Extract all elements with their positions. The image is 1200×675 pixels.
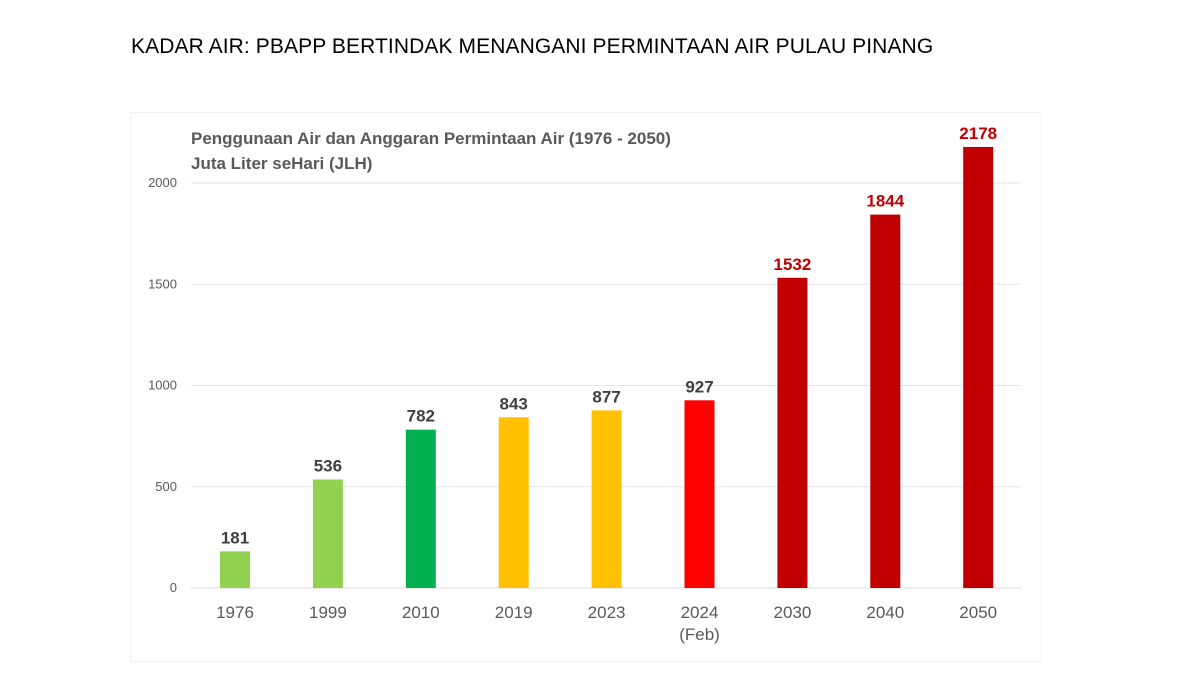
chart-subtitle: Juta Liter seHari (JLH) bbox=[191, 154, 373, 173]
data-label: 1844 bbox=[866, 192, 904, 211]
x-tick-label: 2019 bbox=[495, 603, 533, 622]
data-label: 927 bbox=[685, 377, 713, 396]
data-label: 877 bbox=[592, 387, 620, 406]
x-tick-label: 2024 bbox=[681, 603, 719, 622]
bar-2040 bbox=[870, 214, 901, 588]
data-label: 181 bbox=[221, 528, 249, 547]
data-label: 1532 bbox=[773, 255, 811, 274]
chart-title: Penggunaan Air dan Anggaran Permintaan A… bbox=[191, 129, 671, 148]
x-tick-label: 1999 bbox=[309, 603, 347, 622]
y-tick-label: 1000 bbox=[148, 378, 177, 393]
y-tick-label: 1500 bbox=[148, 276, 177, 291]
bar-2050 bbox=[963, 146, 994, 588]
bar-2010 bbox=[405, 429, 436, 588]
data-label: 536 bbox=[314, 456, 342, 475]
bar-2023 bbox=[591, 410, 622, 588]
y-tick-label: 2000 bbox=[148, 175, 177, 190]
bar-2030 bbox=[777, 277, 808, 588]
x-tick-label: 2010 bbox=[402, 603, 440, 622]
headline: KADAR AIR: PBAPP BERTINDAK MENANGANI PER… bbox=[131, 35, 934, 58]
y-tick-label: 500 bbox=[155, 479, 177, 494]
bar-1976 bbox=[220, 551, 250, 588]
bar-1999 bbox=[312, 479, 343, 588]
x-tick-label: 2023 bbox=[588, 603, 626, 622]
data-label: 843 bbox=[500, 394, 528, 413]
x-tick-label: 2040 bbox=[866, 603, 904, 622]
bar-2019 bbox=[498, 417, 529, 588]
bar-chart: 0 500 1000 1500 2000 181 1976 536 1999 782 2010 843… bbox=[148, 124, 1021, 644]
bar-2024 bbox=[684, 400, 715, 588]
x-tick-sublabel: (Feb) bbox=[679, 625, 720, 644]
y-tick-label: 0 bbox=[170, 580, 177, 595]
data-label: 782 bbox=[407, 407, 435, 426]
x-tick-label: 1976 bbox=[216, 603, 254, 622]
data-label: 2178 bbox=[959, 124, 997, 143]
chart-panel: Penggunaan Air dan Anggaran Permintaan A… bbox=[131, 113, 1041, 661]
x-tick-label: 2050 bbox=[959, 603, 997, 622]
x-tick-label: 2030 bbox=[773, 603, 811, 622]
